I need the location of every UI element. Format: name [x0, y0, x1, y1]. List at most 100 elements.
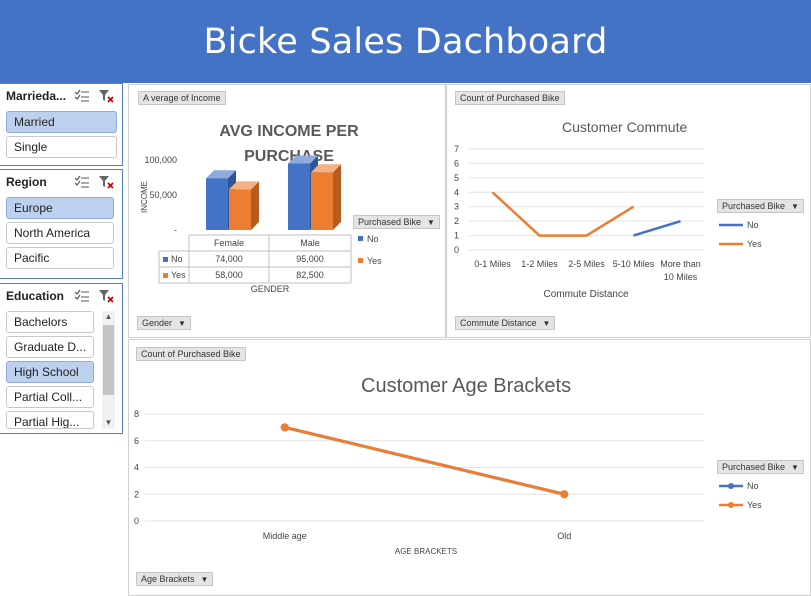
- value-field-label: A verage of Income: [143, 93, 221, 103]
- dropdown-arrow-icon: ▼: [791, 202, 799, 211]
- data-point-yes: [280, 423, 289, 432]
- slicer-item-single[interactable]: Single: [6, 136, 117, 158]
- axis-field-button[interactable]: Commute Distance ▼: [455, 316, 556, 330]
- y-tick-label: 100,000: [144, 155, 177, 165]
- age-chart-panel: Count of Purchased Bike Customer Age Bra…: [128, 339, 811, 596]
- bar-no-male: [288, 163, 310, 230]
- legend-key-swatch: [163, 273, 168, 278]
- slicer-item-high-school[interactable]: High School: [6, 361, 94, 383]
- legend-field-button[interactable]: Purchased Bike ▼: [717, 199, 804, 213]
- clear-filter-icon[interactable]: [98, 289, 114, 303]
- legend-field-label: Purchased Bike: [358, 217, 422, 227]
- value-field-label: Count of Purchased Bike: [460, 93, 560, 103]
- y-tick-label: 4: [454, 187, 459, 197]
- multi-select-icon[interactable]: [74, 289, 90, 303]
- slicer-title: Region: [6, 175, 47, 189]
- table-cell: 82,500: [296, 270, 324, 280]
- slicer-marital-status: Marrieda... Married Single: [0, 83, 123, 166]
- value-field-button[interactable]: Count of Purchased Bike: [455, 91, 565, 105]
- scroll-up-arrow-icon[interactable]: ▲: [104, 312, 113, 321]
- legend-field-button[interactable]: Purchased Bike ▼: [717, 460, 804, 474]
- commute-line-chart: 0 1 2 3 4 5 6 7 0-1 Miles 1-2 Miles 2-5 Miles 5-10 …: [454, 144, 762, 300]
- x-tick-label: 2-5 Miles: [568, 259, 605, 269]
- dashboard-banner: Bicke Sales Dachboard: [0, 0, 811, 83]
- slicer-item-married[interactable]: Married: [6, 111, 117, 133]
- slicer-title: Education: [6, 289, 65, 303]
- slicer-item-europe[interactable]: Europe: [6, 197, 114, 219]
- y-tick-label: 7: [454, 144, 459, 154]
- y-tick-label: 8: [134, 409, 139, 419]
- x-tick-label: 10 Miles: [664, 272, 698, 282]
- legend-marker: [728, 502, 734, 508]
- legend-key-swatch: [163, 257, 168, 262]
- table-cell: 58,000: [215, 270, 243, 280]
- slicer-header: Education: [0, 284, 122, 308]
- y-tick-label: 6: [134, 436, 139, 446]
- y-tick-label: 2: [134, 489, 139, 499]
- legend-entry: Yes: [747, 500, 762, 510]
- value-field-label: Count of Purchased Bike: [141, 349, 241, 359]
- dashboard-title: Bicke Sales Dachboard: [203, 21, 608, 62]
- slicer-scrollbar[interactable]: ▲ ▼: [102, 311, 115, 429]
- table-column-header: Male: [300, 238, 320, 248]
- bar-top: [288, 155, 318, 164]
- table-column-header: Female: [214, 238, 244, 248]
- legend-swatch: [358, 258, 363, 263]
- y-tick-label: -: [174, 225, 177, 235]
- value-field-button[interactable]: A verage of Income: [138, 91, 226, 105]
- age-line-chart: 0 2 4 6 8 Middle age Old AGE BRACKETS No Yes: [134, 409, 762, 556]
- x-tick-label: More than: [660, 259, 701, 269]
- slicer-region: Region Europe North America Pacific: [0, 169, 123, 279]
- series-line-yes: [284, 425, 565, 496]
- slicer-item-pacific[interactable]: Pacific: [6, 247, 114, 269]
- x-axis-label: GENDER: [251, 284, 290, 294]
- dropdown-arrow-icon: ▼: [200, 575, 209, 584]
- legend-marker: [728, 483, 734, 489]
- x-tick-label: Middle age: [263, 531, 307, 541]
- slicer-header: Marrieda...: [0, 84, 122, 108]
- commute-chart-panel: Count of Purchased Bike Customer Commute…: [446, 84, 811, 338]
- axis-field-button[interactable]: Age Brackets ▼: [136, 572, 214, 586]
- legend-field-button[interactable]: Purchased Bike ▼: [353, 215, 440, 229]
- data-point-yes: [560, 490, 569, 499]
- value-field-button[interactable]: Count of Purchased Bike: [136, 347, 246, 361]
- axis-field-label: Commute Distance: [460, 318, 537, 328]
- table-cell: 74,000: [215, 254, 243, 264]
- scroll-down-arrow-icon[interactable]: ▼: [104, 418, 113, 427]
- bar-yes-male: [311, 172, 333, 230]
- age-chart-title: Customer Age Brackets: [361, 375, 572, 397]
- y-tick-label: 4: [134, 463, 139, 473]
- slicer-item-partial-high-school[interactable]: Partial Hig...: [6, 411, 94, 429]
- multi-select-icon[interactable]: [74, 89, 90, 103]
- slicer-item-partial-college[interactable]: Partial Coll...: [6, 386, 94, 408]
- income-chart-panel: A verage of Income AVG INCOME PER PURCHA…: [128, 84, 446, 338]
- y-tick-label: 0: [454, 245, 459, 255]
- slicer-item-graduate-degree[interactable]: Graduate D...: [6, 336, 94, 358]
- legend-entry: Yes: [367, 256, 382, 266]
- y-tick-label: 5: [454, 173, 459, 183]
- x-axis-label: AGE BRACKETS: [395, 547, 457, 556]
- scrollbar-thumb[interactable]: [103, 325, 114, 395]
- multi-select-icon[interactable]: [74, 175, 90, 189]
- y-tick-label: 3: [454, 202, 459, 212]
- y-tick-label: 1: [454, 231, 459, 241]
- legend-swatch: [358, 236, 363, 241]
- table-row-label: No: [171, 254, 183, 264]
- dropdown-arrow-icon: ▼: [178, 319, 186, 328]
- series-line-no: [633, 219, 681, 237]
- y-tick-label: 6: [454, 158, 459, 168]
- clear-filter-icon[interactable]: [98, 175, 114, 189]
- table-row-label: Yes: [171, 270, 186, 280]
- clear-filter-icon[interactable]: [98, 89, 114, 103]
- axis-field-button[interactable]: Gender ▼: [137, 316, 191, 330]
- legend-entry: No: [367, 234, 379, 244]
- y-tick-label: 50,000: [149, 190, 177, 200]
- y-tick-label: 0: [134, 516, 139, 526]
- dropdown-arrow-icon: ▼: [427, 218, 435, 227]
- slicer-item-bachelors[interactable]: Bachelors: [6, 311, 94, 333]
- axis-field-label: Gender: [142, 318, 173, 328]
- slicer-item-north-america[interactable]: North America: [6, 222, 114, 244]
- legend-field-label: Purchased Bike: [722, 462, 786, 472]
- legend-entry: No: [747, 481, 759, 491]
- x-tick-label: 0-1 Miles: [474, 259, 511, 269]
